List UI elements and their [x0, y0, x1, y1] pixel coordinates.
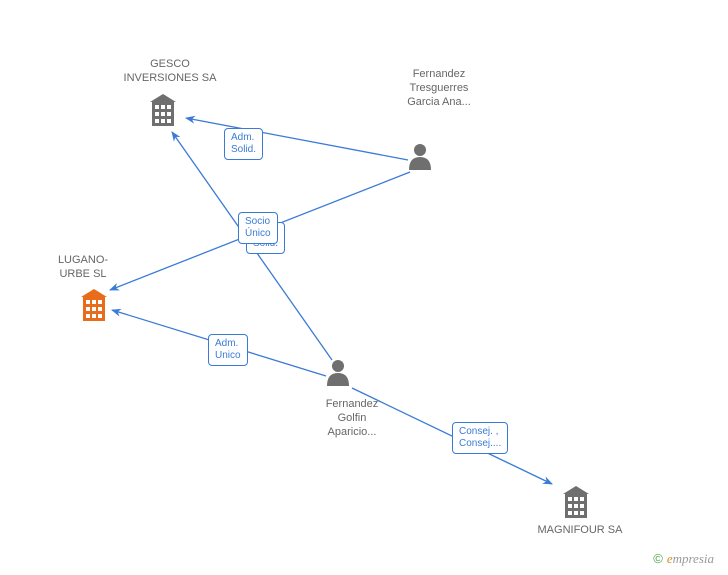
edge-label-consej: Consej. , Consej.... — [452, 422, 508, 454]
node-label-magnifour: MAGNIFOUR SA — [530, 524, 630, 538]
watermark: ©empresia — [653, 551, 714, 567]
building-icon — [81, 289, 107, 321]
node-label-lugano: LUGANO- URBE SL — [50, 254, 116, 282]
person-icon — [409, 144, 431, 170]
edge-label-adm-solid-1: Adm. Solid. — [224, 128, 263, 160]
diagram-canvas — [0, 0, 728, 575]
person-icon — [327, 360, 349, 386]
building-icon — [150, 94, 176, 126]
edge-label-socio-unico: Socio Único — [238, 212, 278, 244]
building-icon — [563, 486, 589, 518]
node-label-fernandez-tresguerres: Fernandez Tresguerres Garcia Ana... — [394, 68, 484, 109]
node-label-gesco: GESCO INVERSIONES SA — [110, 58, 230, 86]
copyright-symbol: © — [653, 551, 663, 566]
brand-rest: mpresia — [673, 551, 714, 566]
edge — [186, 118, 408, 160]
edge-label-adm-unico: Adm. Unico — [208, 334, 248, 366]
node-label-fernandez-golfin: Fernandez Golfin Aparicio... — [312, 398, 392, 439]
